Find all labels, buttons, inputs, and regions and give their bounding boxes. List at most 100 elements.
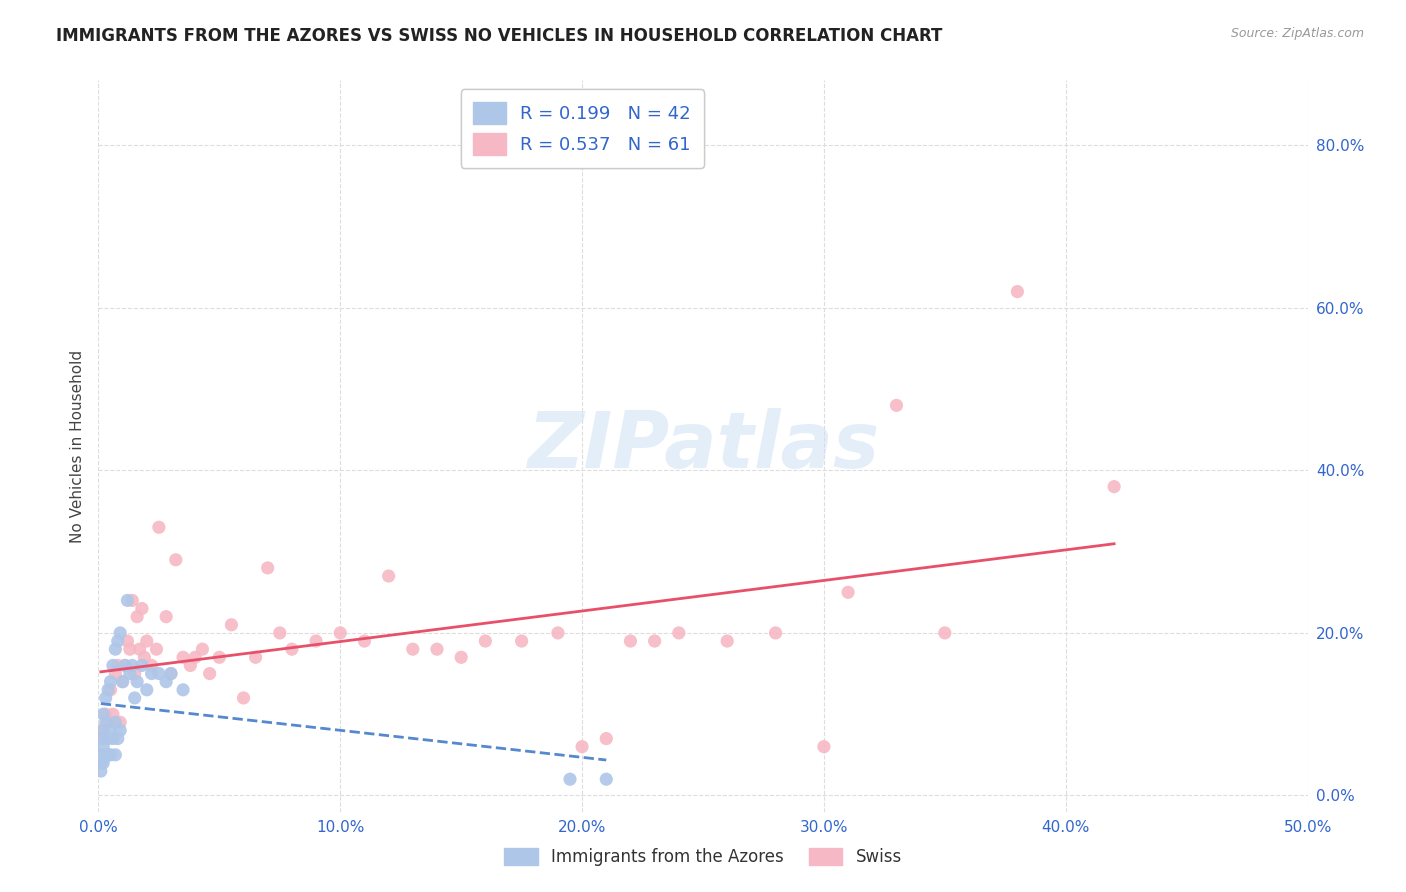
Point — [100, 682, 122, 697]
Point — [198, 666, 221, 681]
Point — [619, 634, 641, 648]
Y-axis label: No Vehicles in Household: No Vehicles in Household — [69, 350, 84, 542]
Point — [934, 626, 956, 640]
Point — [208, 650, 231, 665]
Point — [179, 658, 201, 673]
Point — [94, 747, 117, 762]
Point — [558, 772, 581, 787]
Point — [1007, 285, 1029, 299]
Point — [97, 682, 120, 697]
Point — [117, 593, 139, 607]
Legend: Immigrants from the Azores, Swiss: Immigrants from the Azores, Swiss — [496, 840, 910, 875]
Point — [127, 609, 149, 624]
Point — [107, 658, 129, 673]
Point — [91, 756, 114, 770]
Point — [353, 634, 375, 648]
Point — [91, 731, 114, 746]
Point — [256, 561, 278, 575]
Point — [131, 601, 153, 615]
Point — [101, 707, 124, 722]
Point — [121, 593, 143, 607]
Point — [886, 398, 908, 412]
Point — [100, 723, 122, 738]
Point — [124, 690, 146, 705]
Point — [104, 642, 127, 657]
Point — [128, 642, 150, 657]
Point — [510, 634, 533, 648]
Point — [91, 723, 114, 738]
Point — [108, 723, 131, 738]
Point — [172, 650, 194, 665]
Point — [172, 682, 194, 697]
Point — [111, 674, 134, 689]
Point — [107, 731, 129, 746]
Point — [305, 634, 328, 648]
Text: IMMIGRANTS FROM THE AZORES VS SWISS NO VEHICLES IN HOUSEHOLD CORRELATION CHART: IMMIGRANTS FROM THE AZORES VS SWISS NO V… — [56, 27, 942, 45]
Point — [160, 666, 183, 681]
Point — [571, 739, 593, 754]
Point — [269, 626, 291, 640]
Point — [97, 731, 120, 746]
Point — [121, 658, 143, 673]
Point — [145, 642, 167, 657]
Point — [135, 634, 157, 648]
Point — [191, 642, 214, 657]
Point — [245, 650, 267, 665]
Point — [127, 674, 149, 689]
Point — [837, 585, 859, 599]
Point — [111, 674, 134, 689]
Point — [118, 642, 141, 657]
Point — [117, 634, 139, 648]
Point — [595, 772, 617, 787]
Point — [155, 674, 177, 689]
Point — [108, 626, 131, 640]
Point — [101, 658, 124, 673]
Point — [94, 690, 117, 705]
Point — [104, 666, 127, 681]
Point — [165, 553, 187, 567]
Point — [716, 634, 738, 648]
Point — [402, 642, 425, 657]
Point — [595, 731, 617, 746]
Point — [90, 764, 112, 778]
Point — [765, 626, 787, 640]
Point — [107, 634, 129, 648]
Point — [450, 650, 472, 665]
Point — [94, 707, 117, 722]
Point — [90, 723, 112, 738]
Point — [104, 715, 127, 730]
Point — [91, 707, 114, 722]
Point — [90, 731, 112, 746]
Point — [160, 666, 183, 681]
Point — [94, 715, 117, 730]
Point — [1102, 480, 1125, 494]
Point — [108, 715, 131, 730]
Point — [232, 690, 254, 705]
Text: ZIPatlas: ZIPatlas — [527, 408, 879, 484]
Point — [184, 650, 207, 665]
Point — [90, 756, 112, 770]
Point — [148, 666, 170, 681]
Point — [104, 747, 127, 762]
Point — [155, 609, 177, 624]
Point — [474, 634, 496, 648]
Point — [148, 520, 170, 534]
Point — [813, 739, 835, 754]
Point — [141, 658, 163, 673]
Point — [377, 569, 399, 583]
Point — [124, 666, 146, 681]
Point — [97, 747, 120, 762]
Point — [97, 715, 120, 730]
Point — [329, 626, 352, 640]
Point — [114, 658, 136, 673]
Point — [135, 682, 157, 697]
Text: Source: ZipAtlas.com: Source: ZipAtlas.com — [1230, 27, 1364, 40]
Legend: R = 0.199   N = 42, R = 0.537   N = 61: R = 0.199 N = 42, R = 0.537 N = 61 — [461, 89, 703, 168]
Point — [131, 658, 153, 673]
Point — [134, 650, 156, 665]
Point — [547, 626, 569, 640]
Point — [118, 666, 141, 681]
Point — [221, 617, 243, 632]
Point — [101, 731, 124, 746]
Point — [281, 642, 304, 657]
